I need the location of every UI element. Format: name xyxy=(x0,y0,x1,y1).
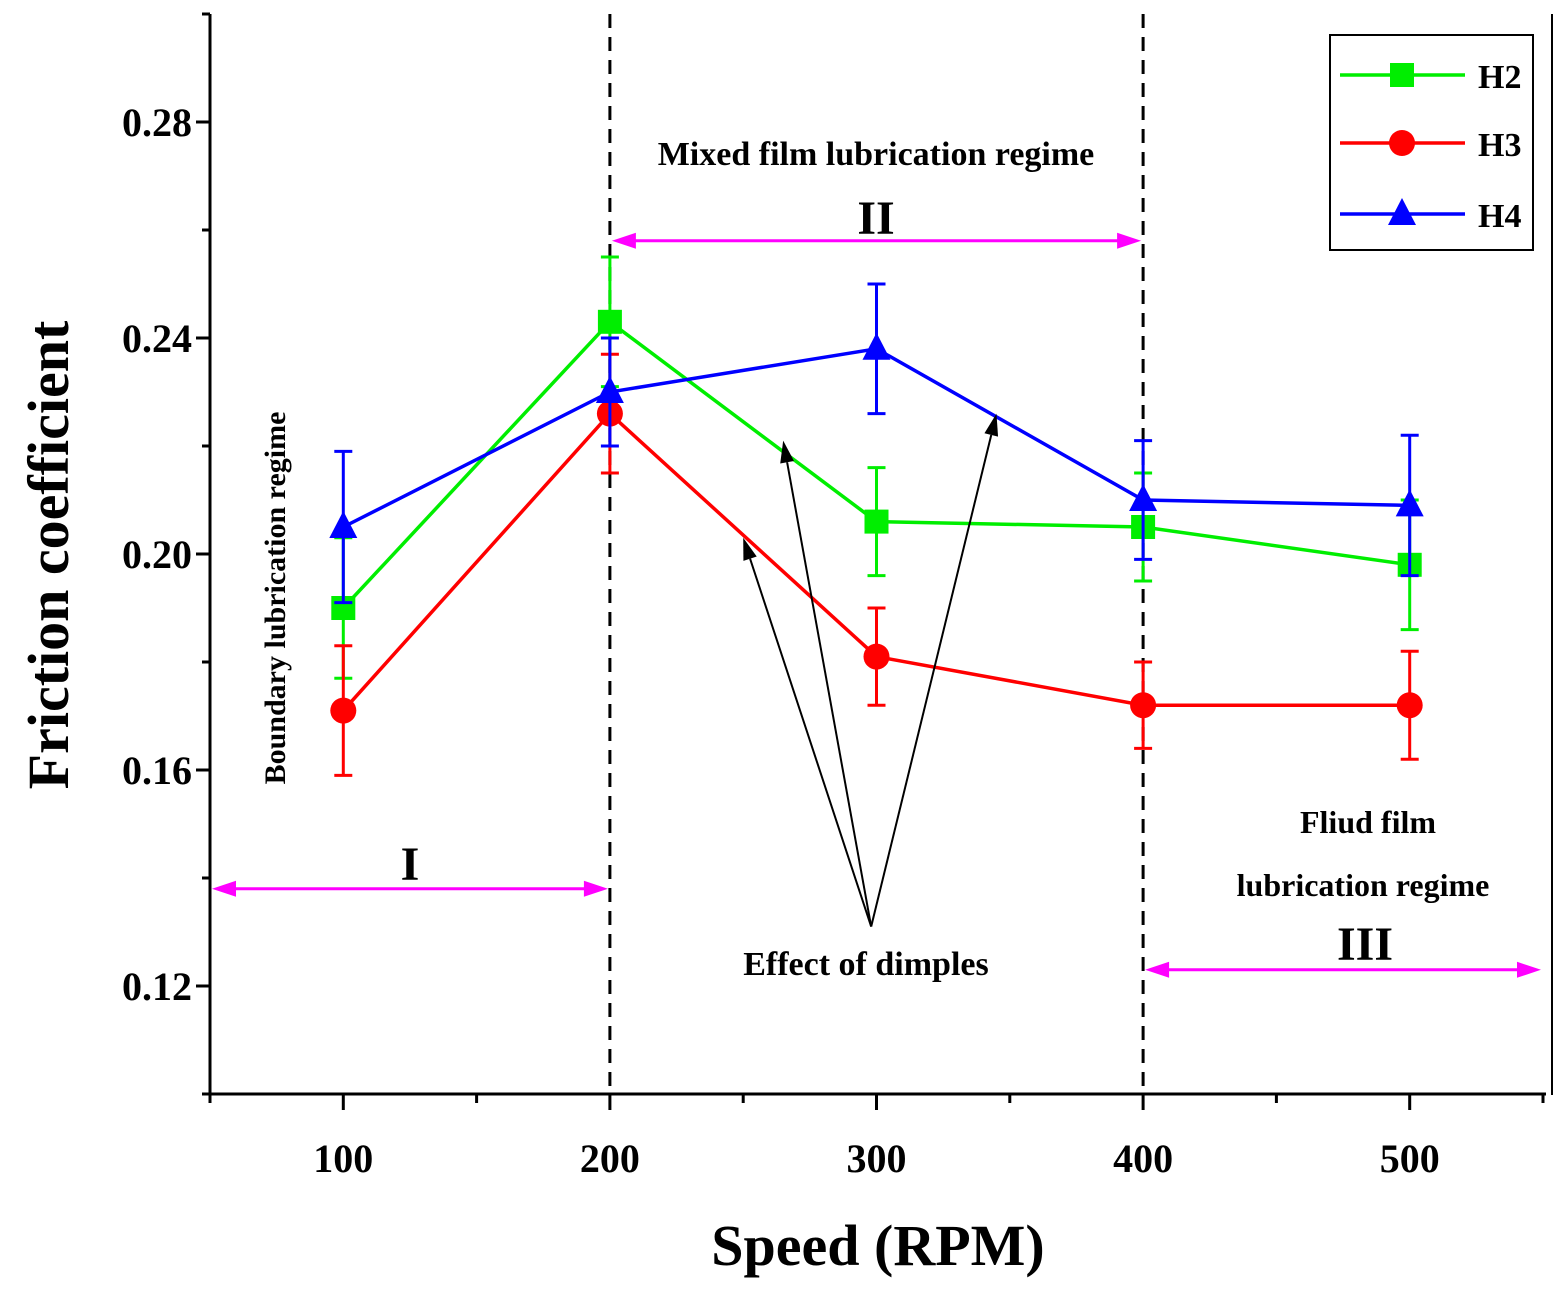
legend-label-H3: H3 xyxy=(1478,127,1521,164)
regime-ii-numeral: II xyxy=(857,192,894,245)
annotation-arrows xyxy=(743,413,999,927)
x-axis-title: Speed (RPM) xyxy=(711,1213,1044,1278)
annotation-arrow-shaft xyxy=(749,558,873,927)
series-H3 xyxy=(330,352,1423,777)
y-tick-label: 0.16 xyxy=(122,748,192,793)
regime-arrow-head xyxy=(1517,961,1541,978)
regime-arrow-head xyxy=(212,880,236,897)
regime-arrows xyxy=(212,232,1541,978)
regime-arrow-head xyxy=(1145,961,1170,978)
regime-fluid-label-line1: Fliud film xyxy=(1300,804,1436,840)
annotation-arrow-head xyxy=(780,440,794,464)
circle-marker xyxy=(1396,692,1423,719)
regime-fluid-label-line2: lubrication regime xyxy=(1237,867,1490,903)
circle-marker xyxy=(863,643,890,670)
regime-boundary-label: Boundary lubrication regime xyxy=(259,412,292,785)
series-H4 xyxy=(329,282,1424,605)
legend: H2 H3 H4 xyxy=(1329,34,1534,251)
annotation-effect-of-dimples: Effect of dimples xyxy=(743,946,989,983)
triangle-marker xyxy=(329,511,358,538)
y-tick-label: 0.20 xyxy=(122,532,192,577)
triangle-marker xyxy=(595,376,624,403)
axis-ticks xyxy=(196,12,1545,1110)
x-tick-label: 100 xyxy=(313,1136,373,1181)
x-tick-label: 300 xyxy=(847,1136,907,1181)
square-marker xyxy=(597,309,622,334)
regime-mixed-label: Mixed film lubrication regime xyxy=(658,136,1095,173)
triangle-marker xyxy=(1388,198,1416,225)
regime-arrow-head xyxy=(611,232,636,249)
annotation-arrow-shaft xyxy=(870,434,993,927)
x-tick-label: 200 xyxy=(580,1136,640,1181)
regime-arrow-head xyxy=(583,880,608,897)
square-marker xyxy=(1390,63,1414,87)
regime-arrow-head xyxy=(1117,232,1142,249)
annotation-arrow-head xyxy=(984,413,999,437)
circle-marker xyxy=(1389,130,1415,156)
annotation-arrow-shaft xyxy=(786,462,873,927)
regime-i-numeral: I xyxy=(401,838,420,891)
regime-iii-numeral: III xyxy=(1337,918,1393,971)
circle-marker xyxy=(1130,692,1157,719)
y-tick-label: 0.28 xyxy=(122,100,192,145)
square-marker xyxy=(864,509,889,534)
triangle-marker xyxy=(1129,484,1158,511)
annotation-arrow-head xyxy=(743,537,757,561)
triangle-marker xyxy=(1395,489,1424,517)
y-tick-label: 0.12 xyxy=(122,964,192,1009)
x-tick-label: 500 xyxy=(1380,1136,1440,1181)
legend-label-H4: H4 xyxy=(1478,198,1521,235)
y-axis-title: Friction coefficient xyxy=(16,320,81,789)
triangle-marker xyxy=(862,332,891,360)
series-layer xyxy=(329,255,1424,777)
x-tick-label: 400 xyxy=(1113,1136,1173,1181)
circle-marker xyxy=(330,697,357,724)
y-tick-label: 0.24 xyxy=(122,316,192,361)
legend-label-H2: H2 xyxy=(1478,59,1521,96)
